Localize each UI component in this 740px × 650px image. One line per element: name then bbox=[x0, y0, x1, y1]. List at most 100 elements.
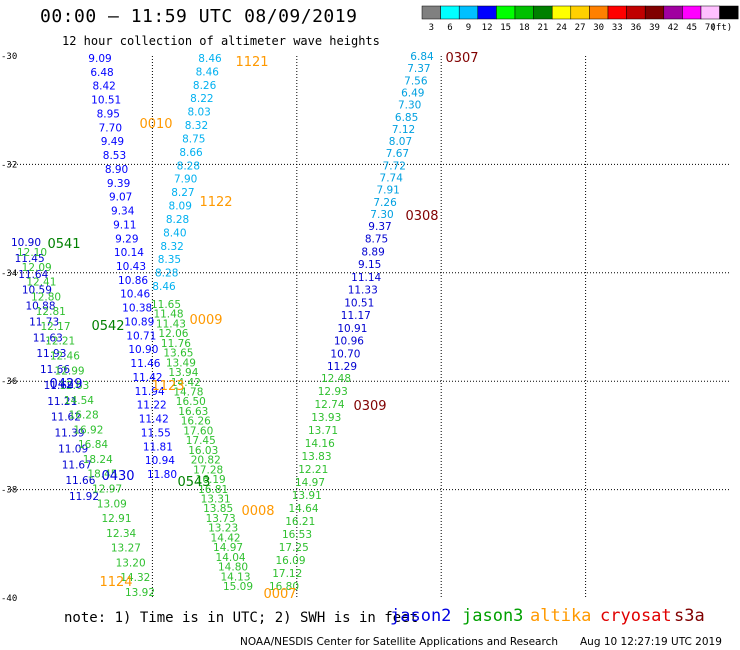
swh-value: 11.46 bbox=[130, 358, 160, 370]
swh-value: 9.09 bbox=[88, 53, 111, 65]
swh-value: 13.71 bbox=[308, 425, 338, 437]
swh-value: 18.24 bbox=[83, 454, 113, 466]
swh-value: 14.80 bbox=[218, 562, 248, 574]
swh-value: 9.39 bbox=[107, 178, 130, 190]
swh-value: 12.97 bbox=[92, 484, 122, 496]
legend-altika: altika bbox=[530, 606, 592, 626]
legend-tick-label: 70 bbox=[705, 23, 716, 33]
swh-value: 11.62 bbox=[51, 412, 81, 424]
pass-time-label: 0009 bbox=[189, 313, 222, 328]
swh-value: 8.28 bbox=[177, 160, 200, 172]
swh-value: 9.29 bbox=[115, 233, 138, 245]
swh-value: 10.59 bbox=[22, 285, 52, 297]
swh-value: 7.72 bbox=[383, 160, 406, 172]
swh-value: 14.32 bbox=[120, 572, 150, 584]
swh-value: 11.45 bbox=[15, 253, 45, 265]
swh-value: 14.64 bbox=[288, 503, 318, 515]
swh-value: 11.39 bbox=[54, 428, 84, 440]
swh-value: 20.82 bbox=[191, 455, 221, 467]
legend-tick-label: 21 bbox=[537, 23, 548, 33]
swh-value: 14.13 bbox=[220, 571, 250, 583]
swh-value: 13.31 bbox=[201, 493, 231, 505]
swh-value: 13.27 bbox=[111, 543, 141, 555]
swh-value: 7.67 bbox=[386, 148, 409, 160]
swh-value: 8.32 bbox=[185, 120, 208, 132]
y-tick-label: -38 bbox=[1, 486, 17, 496]
swh-value: 10.88 bbox=[25, 301, 55, 313]
swh-value: 8.07 bbox=[389, 136, 412, 148]
legend-jason3: jason3 bbox=[462, 606, 524, 626]
swh-value: 10.91 bbox=[337, 323, 367, 335]
pass-time-label: 1124 bbox=[99, 575, 132, 590]
swh-value: 7.70 bbox=[99, 122, 122, 134]
swh-value: 11.81 bbox=[143, 441, 173, 453]
swh-value: 7.74 bbox=[380, 173, 404, 185]
swh-value: 16.09 bbox=[275, 555, 305, 567]
swh-value: 10.96 bbox=[334, 336, 364, 348]
swh-value: 13.94 bbox=[168, 367, 198, 379]
swh-value: 11.94 bbox=[135, 386, 165, 398]
swh-value: 11.66 bbox=[40, 364, 70, 376]
swh-value: 10.43 bbox=[116, 261, 146, 273]
swh-value: 13.91 bbox=[292, 490, 322, 502]
pass-time-label: 0430 bbox=[101, 469, 134, 484]
swh-value: 9.11 bbox=[113, 219, 136, 231]
swh-value: 17.12 bbox=[272, 568, 302, 580]
swh-value: 12.17 bbox=[40, 321, 70, 333]
swh-value: 13.65 bbox=[163, 348, 193, 360]
swh-value: 8.09 bbox=[169, 201, 192, 213]
swh-value: 14.97 bbox=[295, 477, 325, 489]
swh-value: 12.80 bbox=[31, 291, 61, 303]
swh-value: 10.46 bbox=[120, 289, 150, 301]
swh-value: 8.28 bbox=[166, 214, 189, 226]
swh-value: 12.41 bbox=[26, 277, 56, 289]
swh-value: 12.46 bbox=[50, 350, 80, 362]
swh-value: 11.33 bbox=[348, 285, 378, 297]
swh-value: 11.55 bbox=[141, 427, 171, 439]
swh-value: 8.03 bbox=[187, 107, 210, 119]
swh-value: 10.38 bbox=[122, 303, 152, 315]
swh-value: 10.89 bbox=[124, 316, 154, 328]
legend-tick-label: 45 bbox=[686, 23, 697, 33]
swh-value: 16.63 bbox=[178, 406, 208, 418]
credit-line: NOAA/NESDIS Center for Satellite Applica… bbox=[240, 636, 558, 648]
footer-note: note: 1) Time is in UTC; 2) SWH is in fe… bbox=[64, 610, 419, 626]
swh-value: 7.12 bbox=[392, 124, 415, 136]
swh-value: 13.92 bbox=[125, 587, 155, 599]
swh-value: 14.97 bbox=[213, 542, 243, 554]
swh-value: 14.42 bbox=[211, 532, 241, 544]
swh-value: 14.78 bbox=[173, 387, 203, 399]
swh-value: 11.48 bbox=[153, 309, 183, 321]
swh-value: 10.90 bbox=[11, 237, 41, 249]
pass-time-label: 0542 bbox=[91, 319, 124, 334]
swh-value: 16.53 bbox=[282, 529, 312, 541]
swh-value: 11.21 bbox=[47, 396, 77, 408]
y-tick-label: -40 bbox=[1, 594, 17, 604]
swh-value: 6.85 bbox=[395, 112, 418, 124]
swh-value: 16.03 bbox=[188, 445, 218, 457]
legend-swatch bbox=[719, 5, 739, 20]
y-tick-label: -36 bbox=[1, 377, 17, 387]
swh-value: 6.49 bbox=[401, 87, 424, 99]
swh-value: 11.14 bbox=[351, 272, 381, 284]
swh-value: 12.48 bbox=[321, 373, 351, 385]
swh-value: 8.46 bbox=[198, 53, 222, 65]
swh-value: 11.22 bbox=[137, 400, 167, 412]
legend-tick-label: 18 bbox=[519, 23, 530, 33]
y-tick-label: -34 bbox=[1, 269, 17, 279]
pass-time-label: 0543 bbox=[177, 475, 210, 490]
swh-value: 13.73 bbox=[206, 513, 236, 525]
swh-value: 14.54 bbox=[64, 395, 94, 407]
swh-value: 7.37 bbox=[407, 63, 430, 75]
swh-value: 8.40 bbox=[163, 227, 186, 239]
pass-time-label: 0010 bbox=[139, 117, 172, 132]
pass-time-label: 1123 bbox=[151, 379, 184, 394]
swh-value: 12.74 bbox=[314, 399, 344, 411]
swh-value: 10.14 bbox=[114, 247, 144, 259]
swh-value: 9.15 bbox=[358, 259, 381, 271]
swh-value: 10.70 bbox=[330, 348, 360, 360]
swh-value: 7.26 bbox=[373, 197, 397, 209]
legend-s3a: s3a bbox=[674, 606, 705, 626]
swh-value: 8.42 bbox=[92, 81, 115, 93]
pass-time-label: 1121 bbox=[235, 55, 268, 70]
